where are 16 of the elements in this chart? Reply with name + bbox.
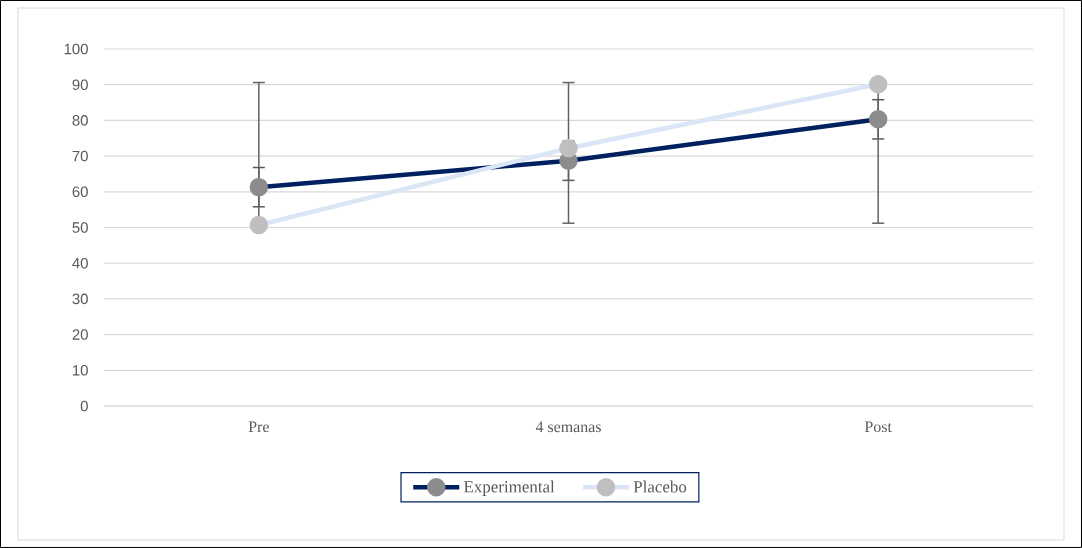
y-tick-label: 100 <box>64 43 88 55</box>
legend-label: Placebo <box>633 480 687 493</box>
x-tick-label: Pre <box>248 421 269 433</box>
y-tick-label: 80 <box>72 115 88 126</box>
y-tick-label: 30 <box>72 293 88 305</box>
y-tick-label: 90 <box>72 79 88 90</box>
x-tick-label: Post <box>864 421 892 433</box>
y-tick-label: 40 <box>72 257 88 269</box>
y-tick-label: 0 <box>80 400 88 412</box>
y-tick-label: 20 <box>72 329 88 340</box>
x-tick-label: 4 semanas <box>535 421 601 433</box>
y-tick-label: 60 <box>72 186 88 198</box>
legend-label: Experimental <box>463 480 555 496</box>
y-tick-label: 10 <box>73 364 88 376</box>
y-tick-label: 70 <box>72 150 88 162</box>
y-tick-label: 50 <box>72 222 88 233</box>
